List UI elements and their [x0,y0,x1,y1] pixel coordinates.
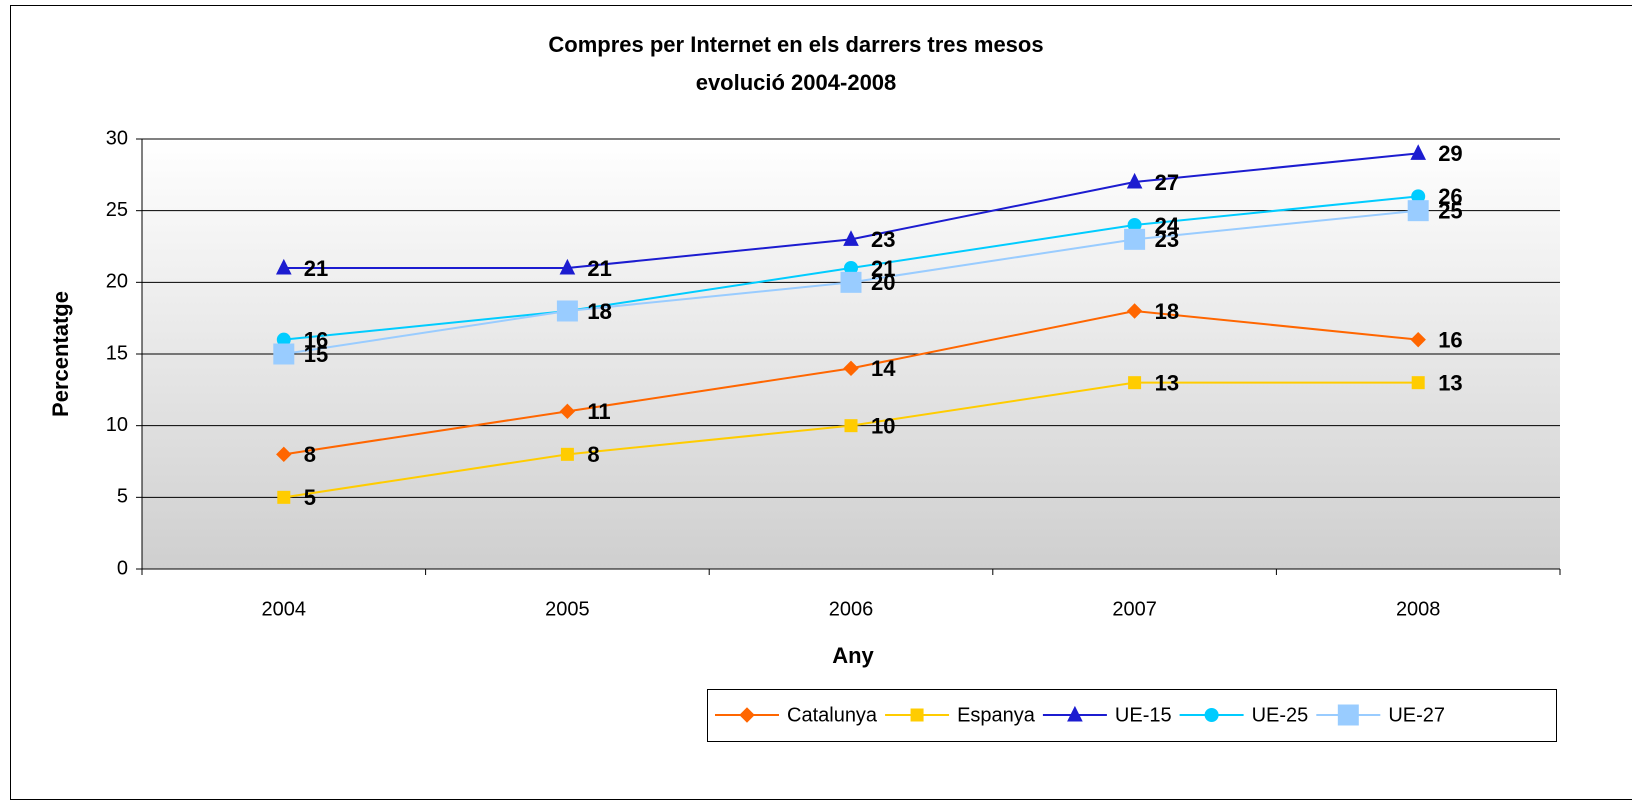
marker [1410,144,1427,160]
marker [1128,376,1142,390]
data-label: 11 [587,399,610,424]
x-tick-label: 2007 [1112,598,1157,620]
data-label: 25 [1438,198,1462,223]
legend-marker [739,707,755,723]
marker [1126,172,1143,189]
data-label: 8 [304,442,316,467]
marker [275,258,292,275]
marker [844,419,858,433]
data-label: 18 [1155,299,1179,324]
x-tick-label: 2005 [545,598,590,620]
marker [1410,331,1426,348]
y-tick-label: 0 [117,557,128,579]
marker [556,300,578,322]
y-tick-label: 15 [106,342,128,364]
x-tick-label: 2008 [1396,598,1441,620]
data-label: 13 [1155,370,1179,395]
legend-marker [1067,705,1083,722]
x-tick-label: 2004 [262,598,307,620]
marker [276,446,292,463]
legend-label: UE-27 [1388,704,1445,726]
legend-label: UE-15 [1115,704,1172,726]
data-label: 13 [1438,370,1462,395]
chart-subtitle: evolució 2004-2008 [696,70,897,95]
legend-marker [910,708,924,722]
y-axis-label: Percentatge [48,291,73,417]
data-label: 29 [1438,141,1462,166]
legend [707,689,1557,742]
marker [1407,200,1429,222]
marker [273,343,295,365]
data-label: 5 [304,485,316,510]
data-label: 23 [1155,227,1179,252]
data-label: 23 [871,227,895,252]
marker [559,403,576,420]
data-label: 16 [1438,327,1462,352]
legend-marker [1337,704,1359,726]
x-axis-label: Any [832,643,874,668]
y-tick-label: 10 [106,414,128,436]
data-label: 20 [871,270,895,295]
legend-marker [1204,708,1219,722]
data-label: 21 [304,256,328,281]
marker [1411,376,1425,390]
y-tick-label: 20 [106,271,128,293]
marker [1126,303,1143,319]
data-label: 18 [587,299,611,324]
data-label: 8 [587,442,599,467]
marker [560,447,574,461]
data-label: 21 [587,256,611,281]
legend-label: UE-25 [1252,704,1309,726]
marker [840,271,862,293]
legend-label: Espanya [957,704,1036,726]
data-label: 18 [587,299,611,324]
data-label: 14 [871,356,896,381]
data-label: 15 [304,342,328,367]
marker [559,258,576,275]
marker [843,360,859,377]
marker [277,490,291,504]
data-label: 21 [871,256,895,281]
y-tick-label: 30 [106,127,128,149]
y-tick-label: 5 [117,486,128,508]
data-label: 24 [1155,213,1180,238]
data-label: 10 [871,413,895,438]
data-label: 26 [1438,184,1462,209]
x-tick-label: 2006 [829,598,874,620]
y-tick-label: 25 [106,199,128,221]
data-label: 16 [304,327,328,352]
data-label: 27 [1155,170,1179,195]
marker [843,230,859,246]
marker [1124,228,1146,250]
legend-label: Catalunya [787,704,878,726]
chart-title: Compres per Internet en els darrers tres… [548,32,1043,57]
